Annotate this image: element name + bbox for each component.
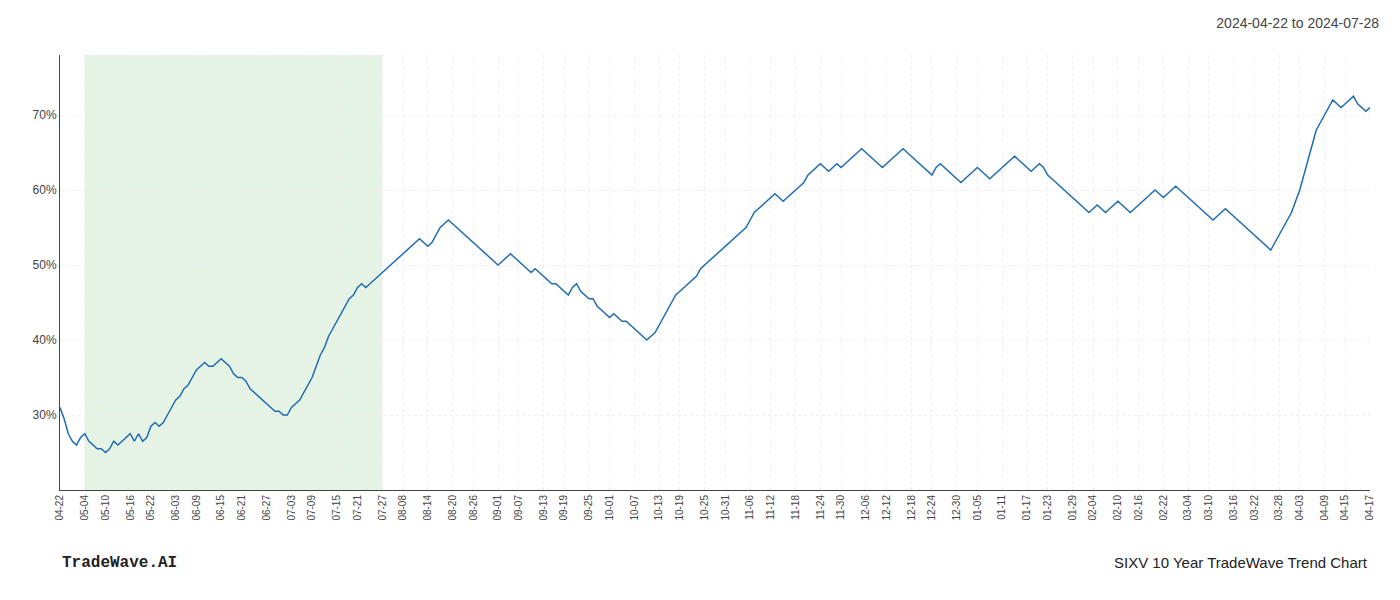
svg-text:08-08: 08-08	[397, 495, 408, 521]
svg-text:40%: 40%	[33, 333, 57, 347]
svg-text:10-19: 10-19	[674, 495, 685, 521]
svg-text:12-30: 12-30	[951, 495, 962, 521]
svg-text:30%: 30%	[33, 408, 57, 422]
svg-text:06-21: 06-21	[236, 495, 247, 521]
svg-text:09-13: 09-13	[538, 495, 549, 521]
svg-text:2024-04-22 to 2024-07-28: 2024-04-22 to 2024-07-28	[1216, 15, 1379, 31]
svg-text:60%: 60%	[33, 183, 57, 197]
svg-text:10-07: 10-07	[629, 495, 640, 521]
svg-text:SIXV 10 Year TradeWave Trend C: SIXV 10 Year TradeWave Trend Chart	[1114, 554, 1368, 571]
svg-text:01-23: 01-23	[1042, 495, 1053, 521]
svg-text:02-04: 02-04	[1087, 495, 1098, 521]
svg-text:09-01: 09-01	[492, 495, 503, 521]
svg-text:04-15: 04-15	[1339, 495, 1350, 521]
svg-text:04-09: 04-09	[1319, 495, 1330, 521]
svg-text:01-29: 01-29	[1067, 495, 1078, 521]
svg-text:04-22: 04-22	[54, 495, 65, 521]
svg-text:02-16: 02-16	[1133, 495, 1144, 521]
svg-text:11-18: 11-18	[790, 495, 801, 520]
svg-text:03-28: 03-28	[1273, 495, 1284, 521]
svg-text:07-15: 07-15	[331, 495, 342, 521]
svg-text:03-10: 03-10	[1203, 495, 1214, 521]
svg-text:08-26: 08-26	[468, 495, 479, 521]
svg-text:06-27: 06-27	[261, 495, 272, 521]
svg-text:05-04: 05-04	[79, 495, 90, 521]
svg-text:07-21: 07-21	[352, 495, 363, 521]
svg-text:12-12: 12-12	[881, 495, 892, 521]
svg-text:04-17: 04-17	[1364, 495, 1375, 521]
svg-text:11-12: 11-12	[765, 495, 776, 520]
svg-text:07-03: 07-03	[286, 495, 297, 521]
svg-text:01-11: 01-11	[996, 495, 1007, 520]
svg-text:TradeWave.AI: TradeWave.AI	[62, 554, 177, 572]
svg-text:09-19: 09-19	[558, 495, 569, 521]
svg-text:09-07: 09-07	[513, 495, 524, 521]
svg-text:05-22: 05-22	[145, 495, 156, 521]
svg-text:10-31: 10-31	[720, 495, 731, 521]
svg-text:02-22: 02-22	[1158, 495, 1169, 521]
svg-text:04-03: 04-03	[1294, 495, 1305, 521]
svg-text:10-13: 10-13	[653, 495, 664, 521]
svg-text:01-17: 01-17	[1021, 495, 1032, 521]
svg-text:50%: 50%	[33, 258, 57, 272]
svg-text:03-22: 03-22	[1249, 495, 1260, 521]
svg-text:10-25: 10-25	[699, 495, 710, 521]
svg-text:12-18: 12-18	[906, 495, 917, 521]
svg-text:01-05: 01-05	[972, 495, 983, 521]
svg-text:11-06: 11-06	[744, 495, 755, 520]
svg-text:10-01: 10-01	[604, 495, 615, 521]
svg-text:07-09: 07-09	[306, 495, 317, 521]
svg-text:08-20: 08-20	[447, 495, 458, 521]
svg-text:09-25: 09-25	[583, 495, 594, 521]
svg-text:12-06: 12-06	[860, 495, 871, 521]
svg-text:03-04: 03-04	[1182, 495, 1193, 521]
svg-text:06-03: 06-03	[170, 495, 181, 521]
svg-text:05-10: 05-10	[100, 495, 111, 521]
svg-text:06-09: 06-09	[191, 495, 202, 521]
svg-text:03-16: 03-16	[1228, 495, 1239, 521]
svg-text:70%: 70%	[33, 108, 57, 122]
svg-text:12-24: 12-24	[926, 495, 937, 521]
svg-text:05-16: 05-16	[125, 495, 136, 521]
svg-text:11-24: 11-24	[815, 495, 826, 520]
svg-text:02-10: 02-10	[1112, 495, 1123, 521]
svg-text:07-27: 07-27	[377, 495, 388, 521]
svg-text:11-30: 11-30	[835, 495, 846, 520]
svg-text:08-14: 08-14	[422, 495, 433, 521]
svg-text:06-15: 06-15	[215, 495, 226, 521]
